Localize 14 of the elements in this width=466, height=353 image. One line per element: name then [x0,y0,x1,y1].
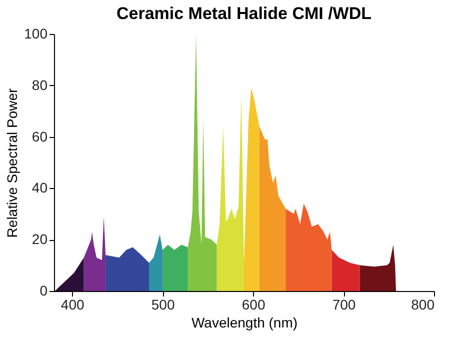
chart-title: Ceramic Metal Halide CMI /WDL [116,4,372,23]
y-tick-label: 80 [32,76,48,93]
y-tick-label: 20 [32,231,48,248]
y-axis-title: Relative Spectral Power [4,88,20,238]
y-tick-label: 0 [40,282,48,298]
x-tick-label: 400 [60,296,84,312]
x-tick-label: 700 [332,296,356,312]
x-tick-label: 800 [411,296,435,312]
y-tick-label: 60 [32,128,48,144]
y-tick-label: 100 [24,26,48,42]
y-tick-label: 40 [32,180,48,196]
x-axis-title: Wavelength (nm) [191,314,298,330]
x-tick-label: 500 [151,296,175,312]
x-tick-label: 600 [242,296,266,312]
